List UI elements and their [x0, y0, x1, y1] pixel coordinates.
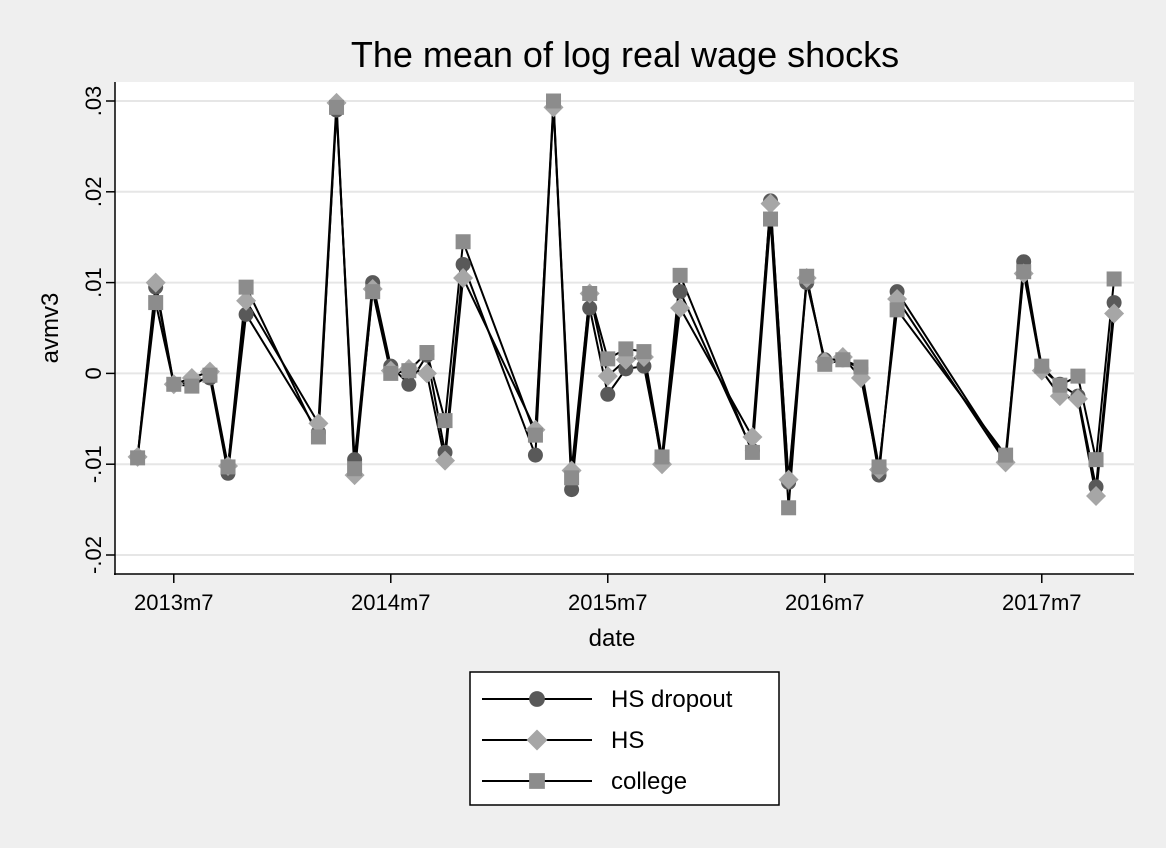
legend-marker-diamond	[526, 729, 548, 751]
legend-label: college	[611, 768, 687, 795]
y-tick-label: .01	[81, 267, 106, 298]
y-tick-label: -.01	[81, 445, 106, 483]
x-tick-label: 2017m7	[1002, 590, 1082, 615]
axes	[114, 82, 1134, 575]
data-point-diamond	[145, 272, 166, 293]
data-point-diamond	[435, 450, 456, 471]
x-ticks: 2013m7 2014m7 2015m7 2016m7 2017m7	[134, 574, 1082, 615]
chart-title: The mean of log real wage shocks	[351, 34, 899, 75]
series-marker-group	[130, 93, 1122, 516]
data-point-square	[437, 413, 453, 429]
data-point-diamond	[597, 366, 618, 387]
data-point-square	[365, 284, 381, 300]
data-point-diamond	[742, 426, 763, 447]
legend-box	[469, 671, 780, 806]
legend-items: HS dropout HS college	[482, 686, 733, 795]
legend-marker-square	[529, 773, 545, 789]
data-point-diamond	[1067, 388, 1088, 409]
y-tick-label: .03	[81, 86, 106, 117]
data-point-square	[184, 378, 200, 394]
data-point-square	[202, 367, 218, 383]
data-point-square	[546, 93, 562, 109]
data-point-square	[763, 211, 779, 227]
y-axis-label: avmv3	[37, 293, 64, 364]
data-point-square	[1016, 264, 1032, 280]
x-tick-label: 2016m7	[785, 590, 865, 615]
data-point-square	[744, 444, 760, 460]
data-point-square	[419, 345, 435, 361]
data-point-square	[383, 365, 399, 381]
y-tick-label: -.02	[81, 536, 106, 574]
data-point-diamond	[670, 298, 691, 319]
data-point-circle	[455, 256, 471, 272]
data-point-square	[582, 285, 598, 301]
data-point-square	[817, 356, 833, 372]
data-point-circle	[238, 306, 254, 322]
data-point-circle	[1106, 295, 1122, 311]
data-point-circle	[527, 447, 543, 463]
data-point-square	[781, 500, 797, 516]
y-ticks: -.02 -.01 0 .01 .02 .03	[81, 86, 115, 574]
data-point-diamond	[760, 193, 781, 214]
data-point-square	[889, 302, 905, 318]
data-point-square	[347, 461, 363, 477]
data-point-square	[527, 427, 543, 443]
data-point-circle	[401, 376, 417, 392]
legend-label: HS dropout	[611, 686, 733, 713]
data-point-square	[1088, 452, 1104, 468]
data-point-circle	[582, 300, 598, 316]
data-point-square	[998, 447, 1014, 463]
series-layer	[127, 92, 1125, 516]
y-tick-label: 0	[81, 367, 106, 379]
data-point-square	[310, 429, 326, 445]
legend-label: HS	[611, 727, 644, 754]
x-tick-label: 2015m7	[568, 590, 648, 615]
data-point-square	[871, 459, 887, 475]
data-point-square	[329, 99, 345, 115]
data-point-square	[238, 279, 254, 295]
data-point-square	[600, 351, 616, 367]
data-point-square	[1052, 377, 1068, 393]
data-point-square	[672, 267, 688, 283]
data-point-square	[835, 352, 851, 368]
x-axis-label: date	[589, 625, 636, 652]
data-point-square	[636, 344, 652, 360]
data-point-diamond	[778, 469, 799, 490]
data-point-square	[130, 450, 146, 466]
data-point-square	[1034, 358, 1050, 374]
data-point-circle	[672, 284, 688, 300]
legend: HS dropout HS college	[469, 671, 780, 806]
data-point-square	[166, 376, 182, 392]
x-tick-label: 2013m7	[134, 590, 214, 615]
data-point-square	[148, 295, 164, 311]
data-point-square	[220, 459, 236, 475]
data-point-square	[799, 268, 815, 284]
data-point-square	[401, 363, 417, 379]
y-tick-label: .02	[81, 177, 106, 208]
x-tick-label: 2014m7	[351, 590, 431, 615]
data-point-square	[853, 359, 869, 375]
data-point-square	[1106, 271, 1122, 287]
data-point-square	[455, 234, 471, 250]
data-point-square	[654, 449, 670, 465]
data-point-square	[1070, 368, 1086, 384]
data-point-circle	[600, 386, 616, 402]
data-point-diamond	[236, 290, 257, 311]
data-point-diamond	[1104, 303, 1125, 324]
data-point-square	[564, 470, 580, 486]
data-point-diamond	[416, 363, 437, 384]
data-point-diamond	[308, 413, 329, 434]
data-point-diamond	[1086, 485, 1107, 506]
legend-marker-circle	[529, 691, 545, 707]
plot-area	[115, 82, 1134, 574]
data-point-diamond	[453, 268, 474, 289]
data-point-circle	[564, 482, 580, 498]
data-point-square	[618, 341, 634, 357]
